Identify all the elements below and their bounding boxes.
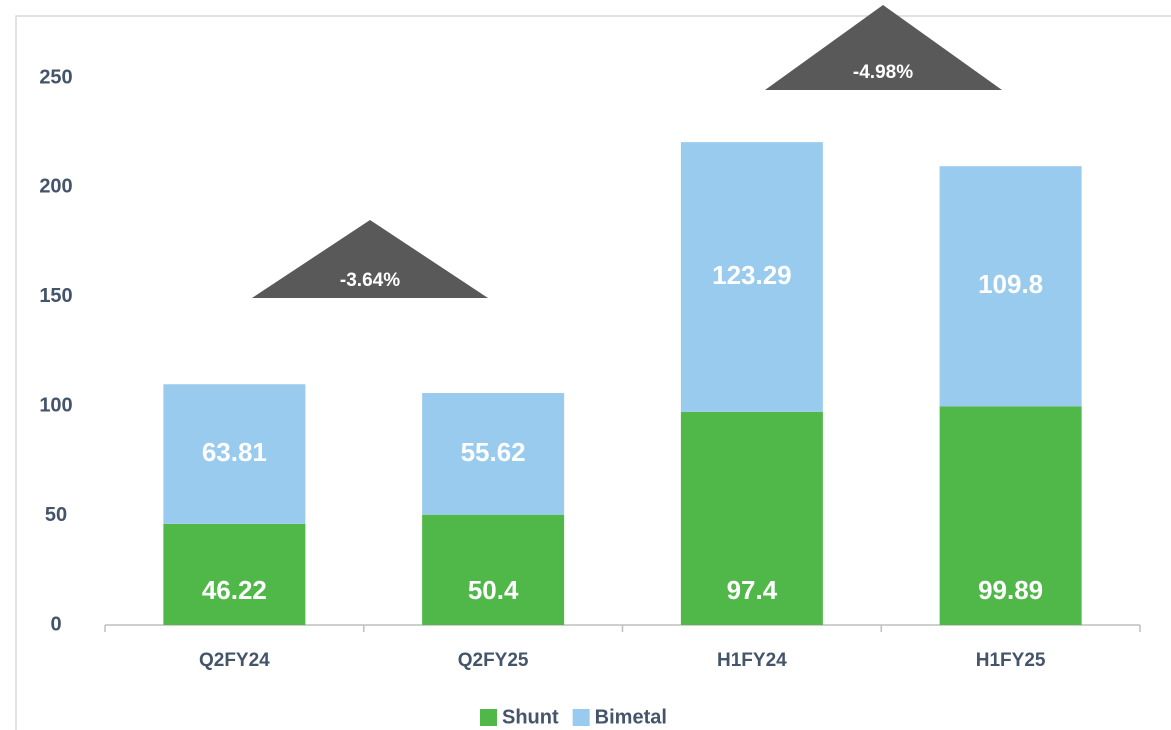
bar-segment <box>422 393 565 515</box>
data-label: 46.22 <box>202 575 267 605</box>
legend-label: Shunt <box>502 706 559 728</box>
data-label: 99.89 <box>978 575 1043 605</box>
y-tick-label: 0 <box>50 613 61 635</box>
annotation-triangle <box>252 220 488 298</box>
data-label: 97.4 <box>727 575 778 605</box>
legend-swatch <box>572 709 590 726</box>
x-tick-label: H1FY24 <box>717 650 787 671</box>
bar-segment <box>939 406 1082 625</box>
x-tick-label: H1FY25 <box>976 650 1046 671</box>
bar-segment <box>422 514 565 625</box>
legend-label: Bimetal <box>595 706 667 728</box>
x-tick-label: Q2FY25 <box>458 650 529 671</box>
annotation-triangle <box>765 5 1002 90</box>
y-tick-label: 50 <box>45 504 67 526</box>
bar-segment <box>680 411 823 625</box>
y-tick-label: 150 <box>39 285 72 307</box>
data-label: 50.4 <box>468 575 519 605</box>
data-label: 55.62 <box>461 437 526 467</box>
annotation: -4.98% <box>853 62 913 83</box>
data-label: 123.29 <box>712 260 792 290</box>
y-tick-label: 250 <box>39 66 72 88</box>
bar-segment <box>163 523 306 625</box>
chart-border <box>15 15 1171 730</box>
legend-swatch <box>480 709 497 726</box>
bar-segment <box>680 142 823 412</box>
bar-segment <box>163 384 306 524</box>
x-tick-label: Q2FY24 <box>199 650 270 671</box>
data-label: 109.8 <box>978 269 1043 299</box>
y-tick-label: 100 <box>39 394 72 416</box>
data-label: 63.81 <box>202 437 267 467</box>
annotation: -3.64% <box>340 270 400 291</box>
y-tick-label: 200 <box>39 176 72 198</box>
bar-segment <box>939 166 1082 407</box>
